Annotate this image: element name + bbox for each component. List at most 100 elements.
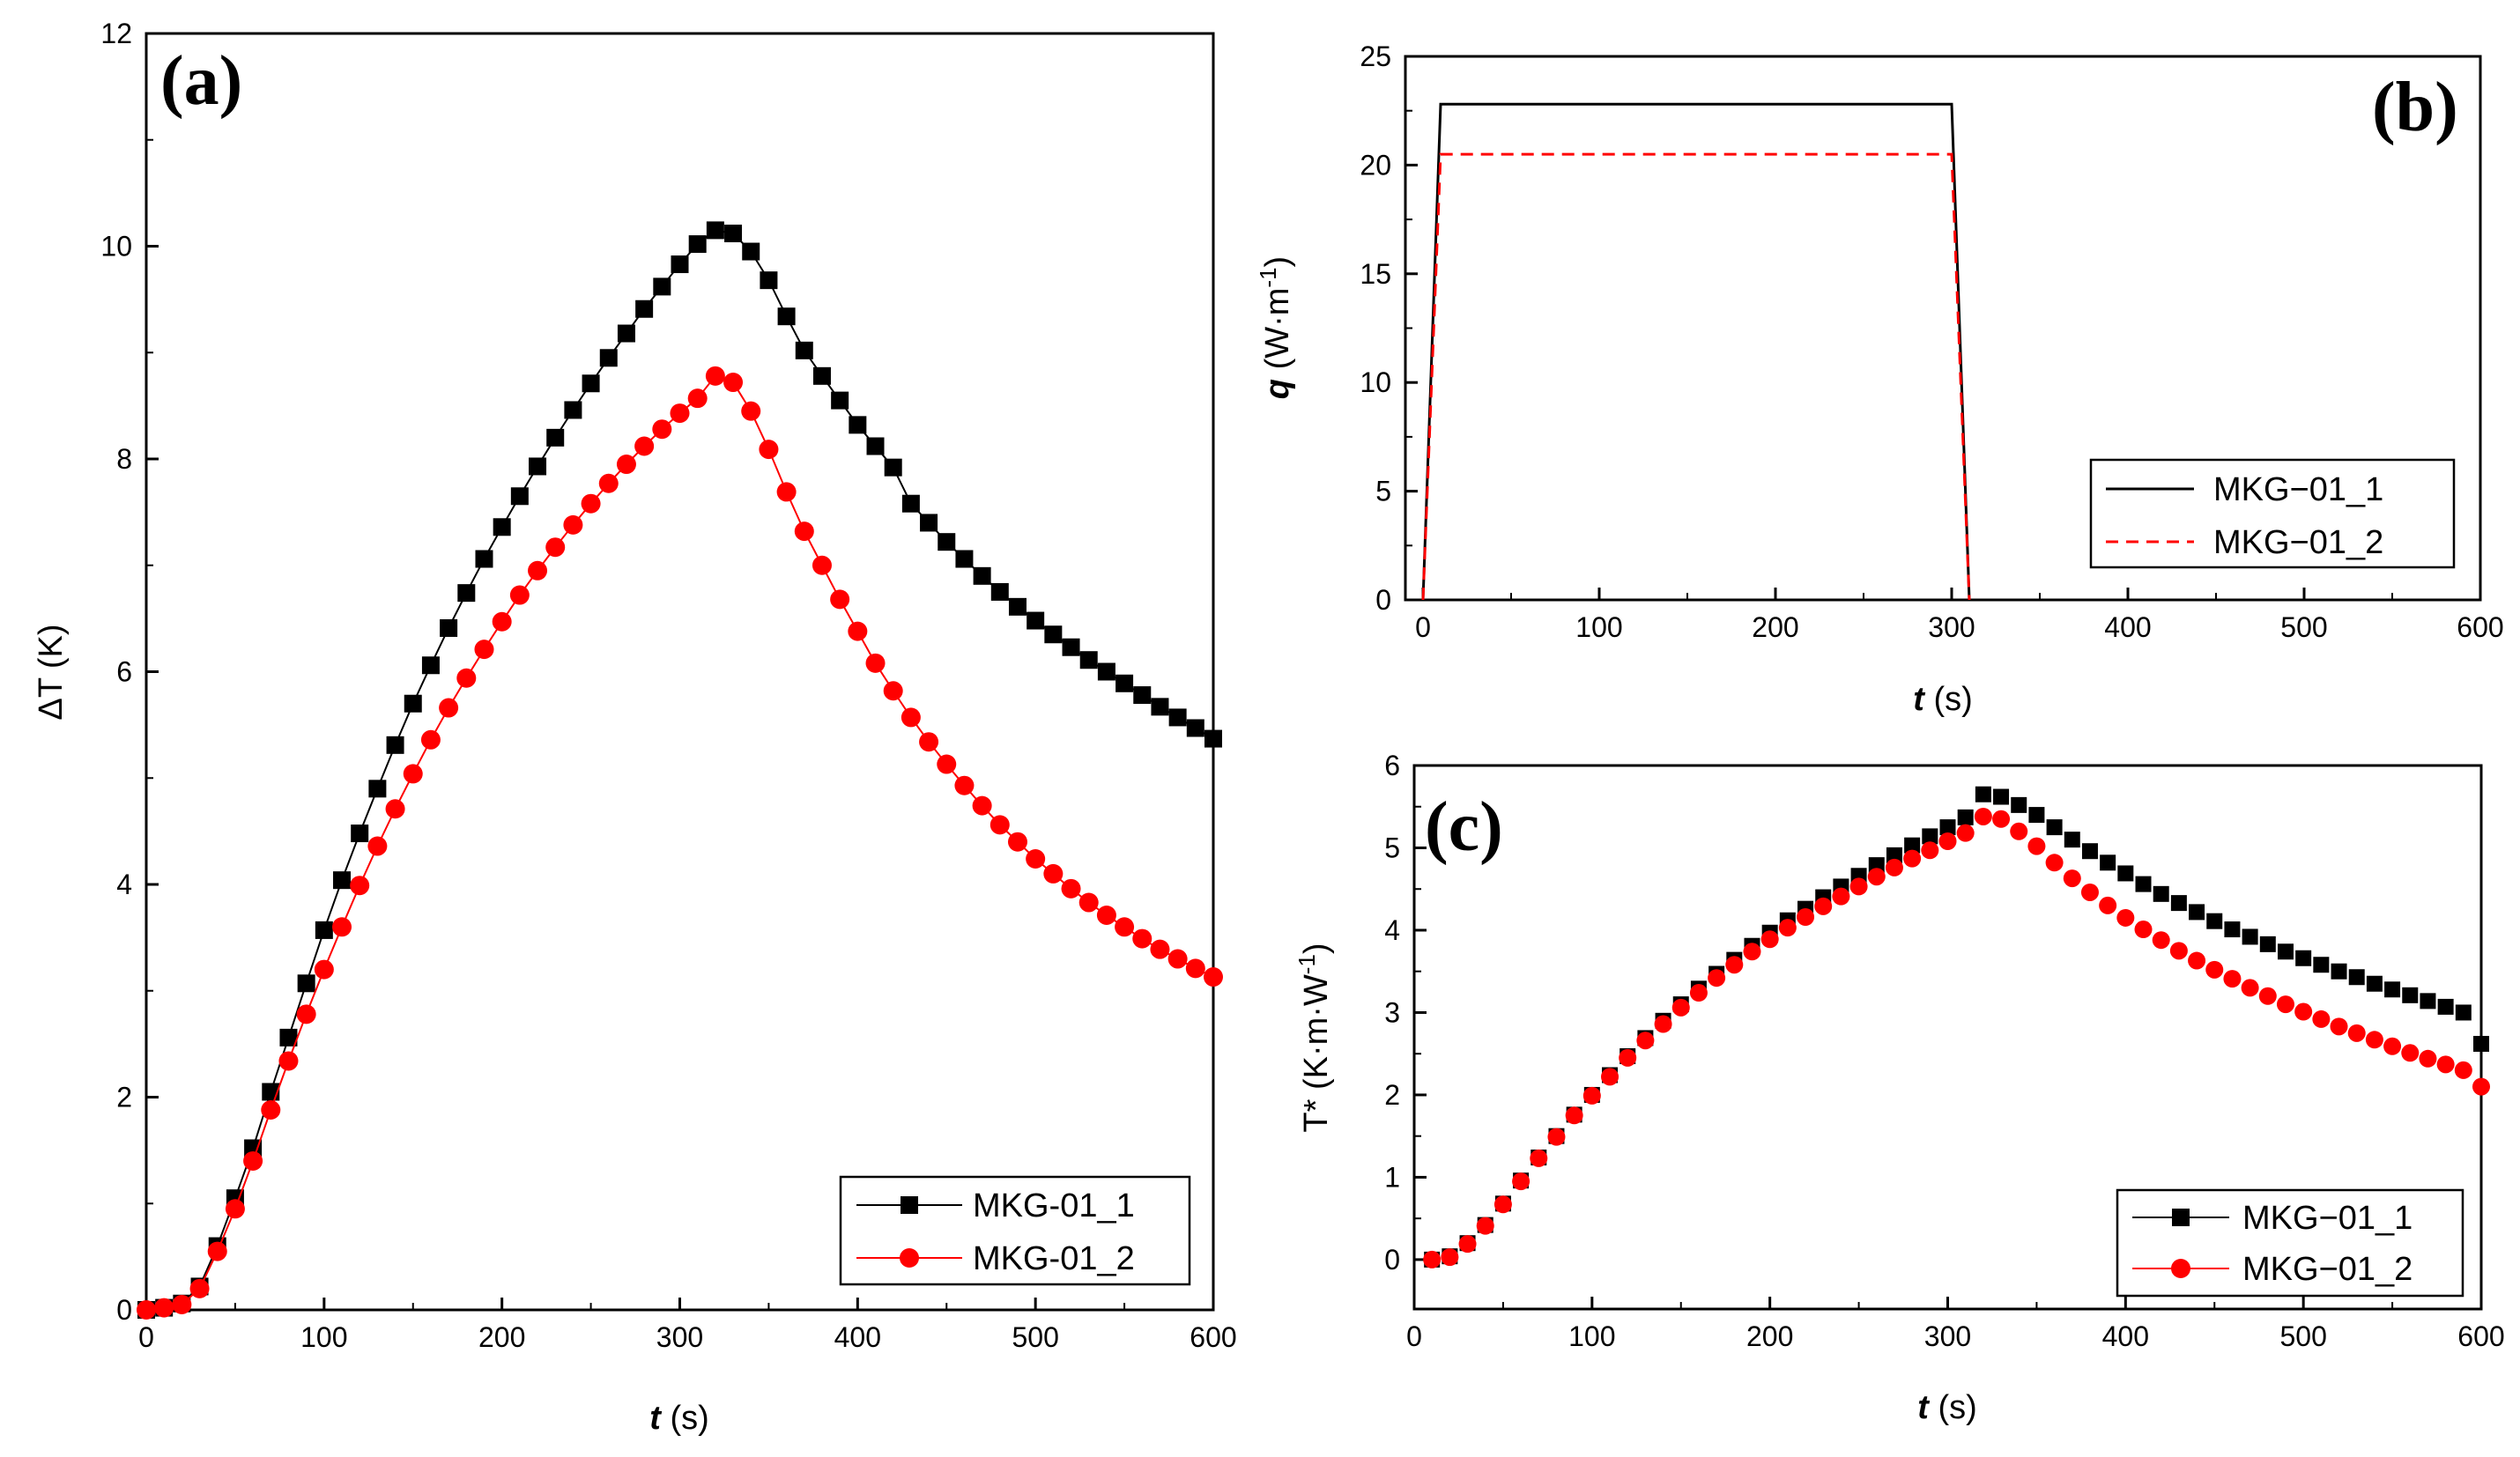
- panel-c-point-square: [2259, 936, 2276, 952]
- panel-c-point-circle: [1760, 930, 1779, 949]
- panel-a-point-square: [795, 341, 813, 359]
- panel-c-point-circle: [2134, 921, 2153, 939]
- panel-b-xtick-label: 300: [1928, 611, 1975, 643]
- panel-a-point-square: [582, 374, 600, 393]
- panel-c-point-square: [2153, 885, 2169, 902]
- panel-a-point-circle: [563, 514, 583, 535]
- panel-c-xtick-label: 500: [2279, 1320, 2326, 1352]
- panel-a-point-square: [421, 656, 440, 675]
- panel-c-point-circle: [1832, 887, 1850, 906]
- panel-c-point-circle: [1654, 1015, 1672, 1033]
- panel-c-point-circle: [1974, 807, 1992, 825]
- panel-a-point-square: [457, 584, 476, 603]
- panel-c-point-circle: [2241, 979, 2259, 997]
- panel-c-xtick-label: 300: [1924, 1320, 1971, 1352]
- panel-a-point-circle: [420, 729, 441, 750]
- panel-c-ytick-label: 0: [1384, 1244, 1400, 1276]
- panel-c-ylabel-close: ): [1298, 943, 1335, 954]
- panel-c-point-circle: [1992, 810, 2011, 828]
- panel-a-point-circle: [385, 799, 405, 819]
- panel-a-xtick-label: 100: [300, 1321, 347, 1353]
- panel-c-point-circle: [1671, 998, 1690, 1017]
- panel-c-xlabel-unit: (s): [1938, 1389, 1976, 1426]
- panel-a-point-circle: [278, 1051, 299, 1071]
- panel-c-legend: MKG−01_1 MKG−01_2: [2116, 1188, 2464, 1298]
- panel-a-point-circle: [937, 754, 957, 774]
- panel-b-xtick-label: 500: [2280, 611, 2327, 643]
- panel-a-tag: (a): [160, 42, 242, 120]
- panel-c-point-square: [2348, 969, 2365, 986]
- panel-c-point-circle: [2063, 869, 2081, 888]
- panel-c-ylabel-sup: -1: [1293, 954, 1320, 974]
- panel-c-point-circle: [1423, 1250, 1442, 1268]
- panel-a-point-circle: [243, 1150, 263, 1171]
- panel-c-point-square: [2028, 807, 2045, 824]
- panel-a-point-circle: [332, 917, 352, 937]
- panel-a-point-circle: [705, 366, 725, 386]
- panel-a-point-square: [990, 582, 1009, 601]
- panel-a-point-circle: [1026, 849, 1046, 869]
- panel-c-point-square: [2135, 876, 2152, 892]
- panel-b-legend: MKG−01_1 MKG−01_2: [2089, 458, 2456, 569]
- panel-a-point-square: [1151, 698, 1169, 716]
- panel-a-point-circle: [954, 775, 975, 795]
- panel-a-xlabel: t (s): [649, 1400, 709, 1437]
- panel-a-point-square: [1079, 651, 1098, 669]
- panel-b-legend-label-1: MKG−01_1: [2213, 471, 2383, 508]
- panel-a-point-circle: [172, 1294, 192, 1314]
- panel-c-point-circle: [1636, 1032, 1655, 1050]
- panel-c-ytick-label: 2: [1384, 1079, 1400, 1111]
- panel-c-point-circle: [2010, 822, 2028, 840]
- panel-a-point-square: [866, 437, 885, 455]
- panel-a-legend-marker-1: [901, 1196, 918, 1214]
- panel-a-point-square: [742, 242, 760, 261]
- panel-a-ytick-label: 10: [100, 231, 132, 263]
- panel-a-point-circle: [509, 585, 530, 605]
- panel-c-ytick-label: 3: [1384, 996, 1400, 1028]
- panel-c-point-square: [2206, 913, 2223, 929]
- panel-a-point-square: [333, 871, 352, 890]
- panel-c-point-circle: [1458, 1235, 1477, 1254]
- panel-a-point-circle: [919, 732, 939, 752]
- panel-a-axes: 0 100 200 300 400 500 600 0 2 4 6 8 10 12: [100, 18, 1236, 1353]
- panel-c-ylabel: T* (K·m·W-1): [1293, 943, 1335, 1132]
- panel-a-point-square: [1186, 719, 1204, 737]
- panel-a-legend-label-2: MKG-01_2: [973, 1240, 1135, 1277]
- panel-c-point-circle: [2188, 951, 2206, 970]
- panel-a-point-square: [653, 277, 671, 296]
- panel-a-point-circle: [634, 436, 655, 456]
- panel-a-point-square: [831, 391, 849, 410]
- panel-a-point-square: [440, 618, 458, 637]
- panel-a-point-square: [617, 324, 635, 343]
- panel-c-point-circle: [2472, 1077, 2490, 1096]
- panel-a-point-circle: [296, 1004, 316, 1024]
- panel-a-point-square: [688, 235, 707, 254]
- panel-a-xtick-label: 300: [656, 1321, 703, 1353]
- panel-a-xtick-label: 500: [1012, 1321, 1058, 1353]
- panel-c-point-square: [2277, 943, 2294, 960]
- panel-c-point-square: [2242, 928, 2258, 945]
- panel-c-legend-box: [2116, 1188, 2464, 1298]
- panel-a-point-circle: [687, 388, 708, 409]
- panel-a-point-square: [760, 271, 778, 290]
- panel-c-point-circle: [2258, 987, 2277, 1005]
- panel-a-point-circle: [901, 707, 921, 728]
- panel-c-point-circle: [2419, 1049, 2437, 1068]
- panel-c-point-circle: [2330, 1017, 2348, 1036]
- panel-c-point-circle: [2436, 1055, 2455, 1074]
- panel-a-xtick-label: 400: [834, 1321, 881, 1353]
- panel-c-point-circle: [1530, 1149, 1548, 1167]
- panel-c-legend-marker-2: [2171, 1259, 2190, 1278]
- panel-c-ytick-label: 5: [1384, 832, 1400, 863]
- panel-a-point-circle: [598, 473, 619, 493]
- panel-a-point-circle: [1043, 863, 1064, 884]
- panel-c-point-circle: [2276, 995, 2294, 1014]
- panel-c-point-square: [2331, 963, 2347, 980]
- panel-a-ytick-label: 2: [116, 1082, 132, 1113]
- panel-a-ytick-label: 8: [116, 443, 132, 475]
- panel-a-point-circle: [207, 1241, 227, 1261]
- panel-b-xlabel-unit: (s): [1933, 681, 1972, 718]
- panel-a-point-circle: [830, 589, 850, 610]
- panel-a-point-square: [1044, 625, 1063, 644]
- panel-c-point-circle: [1938, 832, 1957, 851]
